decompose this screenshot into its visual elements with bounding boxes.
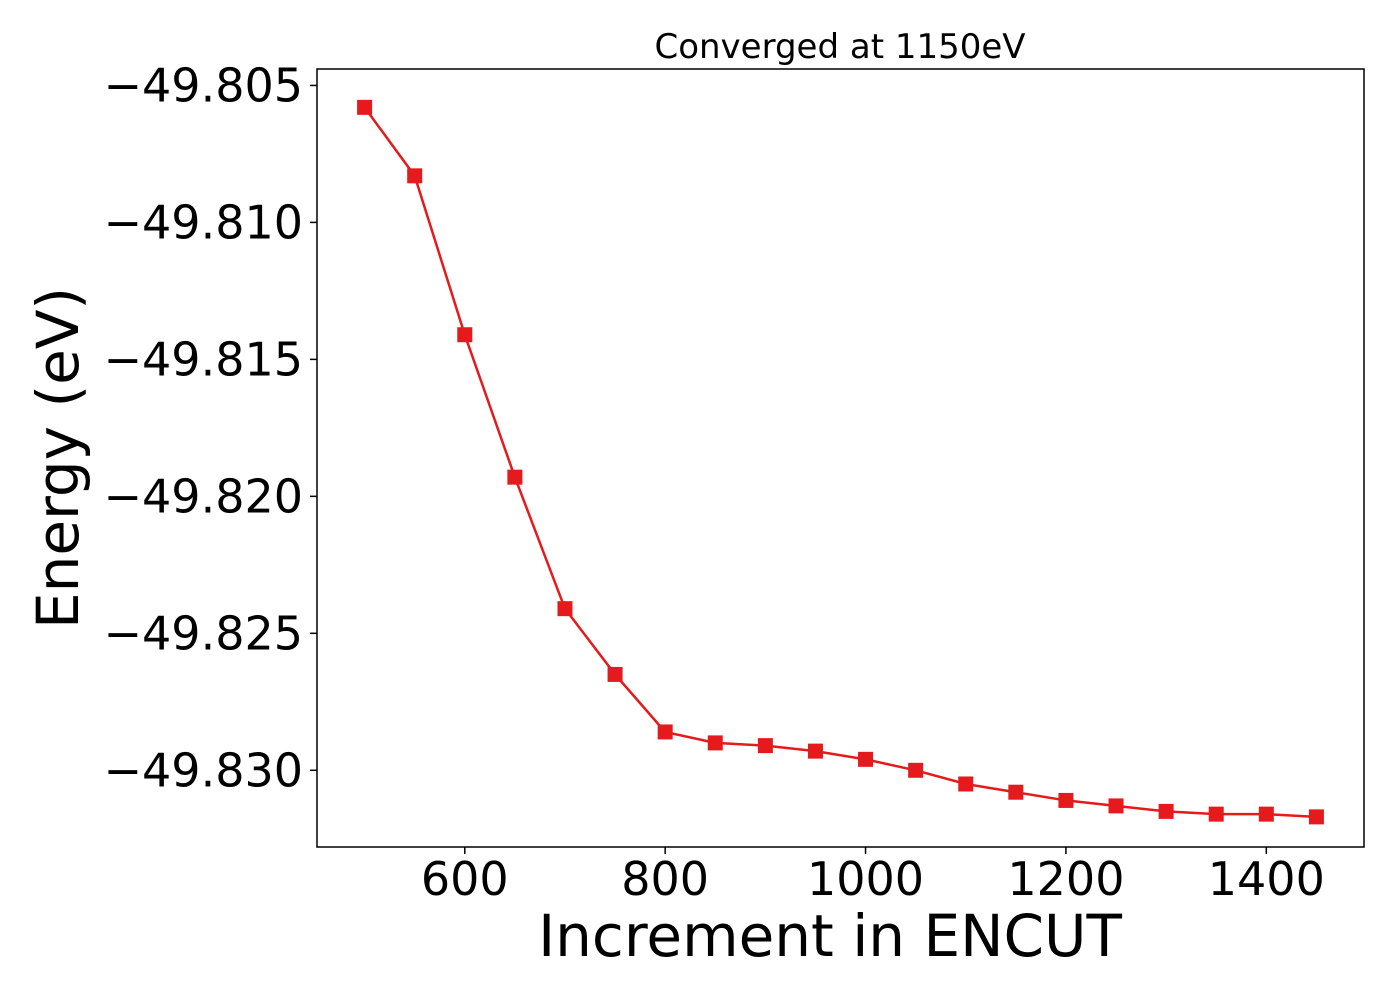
- data-point-marker: [1158, 803, 1174, 819]
- data-point-marker: [357, 99, 373, 115]
- data-point-marker: [507, 469, 523, 485]
- y-axis-ticks: −49.805 −49.810 −49.815 −49.820 −49.825 −49.8…: [104, 58, 317, 797]
- chart-title: Converged at 1150eV: [654, 27, 1025, 67]
- data-point-marker: [1058, 792, 1074, 808]
- data-point-marker: [807, 743, 823, 759]
- data-point-marker: [707, 735, 723, 751]
- y-tick-label: −49.810: [104, 195, 304, 249]
- x-axis-label: Increment in ENCUT: [538, 902, 1122, 970]
- data-point-marker: [958, 776, 974, 792]
- x-tick-label: 1000: [807, 852, 924, 906]
- data-point-marker: [1108, 798, 1124, 814]
- data-point-marker: [457, 327, 473, 343]
- data-point-marker: [858, 751, 874, 767]
- y-tick-label: −49.830: [104, 743, 304, 797]
- y-axis-label: Energy (eV): [24, 287, 92, 629]
- x-tick-label: 1400: [1208, 852, 1325, 906]
- y-tick-label: −49.815: [104, 332, 304, 386]
- data-point-marker: [407, 168, 423, 184]
- y-tick-label: −49.820: [104, 469, 304, 523]
- data-point-marker: [757, 738, 773, 754]
- x-tick-label: 1200: [1007, 852, 1124, 906]
- data-point-marker: [657, 724, 673, 740]
- data-point-marker: [1208, 806, 1224, 822]
- plot-area-frame: [316, 68, 1365, 848]
- x-axis-ticks: 600 800 1000 1200 1400: [421, 847, 1325, 906]
- data-point-marker: [1008, 784, 1024, 800]
- data-point-marker: [1258, 806, 1274, 822]
- data-point-marker: [557, 601, 573, 617]
- x-tick-label: 600: [421, 852, 509, 906]
- y-tick-label: −49.805: [104, 58, 304, 112]
- data-point-marker: [607, 666, 623, 682]
- data-point-marker: [1308, 809, 1324, 825]
- y-tick-label: −49.825: [104, 606, 304, 660]
- series-line: [363, 106, 1317, 819]
- x-tick-label: 800: [621, 852, 709, 906]
- data-point-marker: [908, 762, 924, 778]
- series-markers: [357, 99, 1324, 825]
